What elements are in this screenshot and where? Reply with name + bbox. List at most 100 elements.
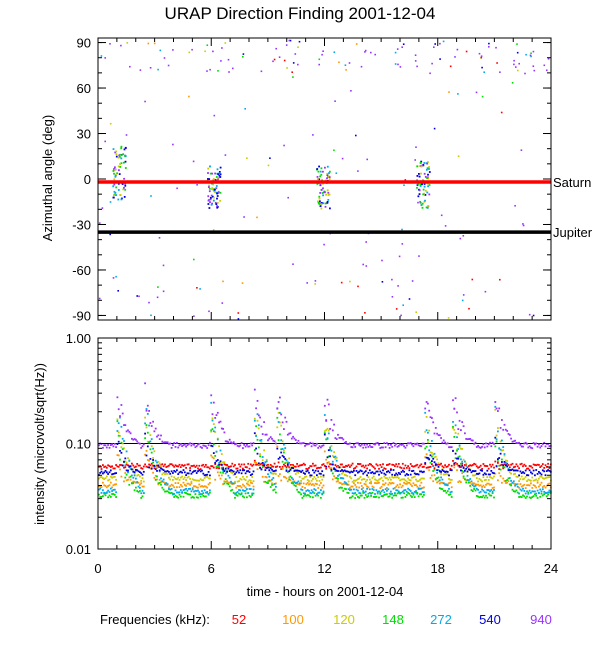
intensity-point <box>382 479 384 482</box>
intensity-point <box>366 467 368 470</box>
intensity-point <box>397 477 400 479</box>
azimuth-point <box>374 53 376 56</box>
intensity-point <box>314 444 317 447</box>
intensity-point <box>429 416 432 419</box>
intensity-point <box>415 473 417 476</box>
intensity-point <box>394 474 396 476</box>
intensity-point <box>275 473 277 475</box>
intensity-point <box>362 446 365 449</box>
intensity-point <box>337 433 339 436</box>
intensity-point <box>354 484 357 486</box>
intensity-point <box>351 495 354 498</box>
intensity-point <box>199 478 202 481</box>
intensity-point <box>301 489 304 491</box>
intensity-point <box>357 481 359 484</box>
intensity-point <box>119 415 121 417</box>
intensity-point <box>235 467 238 470</box>
intensity-point <box>478 472 481 475</box>
azimuth-point <box>109 43 111 45</box>
azimuth-point <box>439 58 441 60</box>
intensity-point <box>499 464 502 467</box>
intensity-point <box>320 475 322 478</box>
intensity-point <box>331 463 334 466</box>
azimuth-burst-point <box>217 173 220 176</box>
intensity-point <box>214 455 217 457</box>
intensity-point <box>392 464 395 466</box>
intensity-point <box>314 477 317 480</box>
intensity-point <box>320 446 322 449</box>
intensity-point <box>351 462 354 465</box>
intensity-point <box>104 444 107 447</box>
intensity-point <box>202 463 205 466</box>
intensity-point <box>322 476 325 478</box>
azimuth-point <box>275 47 277 50</box>
intensity-point <box>518 467 520 470</box>
intensity-point <box>519 488 522 491</box>
azimuth-burst-point <box>416 175 419 177</box>
intensity-point <box>234 482 236 484</box>
azimuth-burst-point <box>208 184 210 187</box>
azimuth-burst-point <box>326 177 328 180</box>
intensity-point <box>109 475 112 478</box>
azimuth-point <box>306 282 308 284</box>
intensity-point <box>400 444 403 446</box>
intensity-point <box>212 457 215 460</box>
intensity-point <box>427 458 429 460</box>
intensity-point <box>226 482 228 485</box>
azimuth-burst-point <box>427 205 429 208</box>
intensity-point <box>432 457 435 460</box>
azimuth-burst-point <box>324 191 327 194</box>
azimuth-point <box>408 298 411 300</box>
intensity-point <box>343 483 346 485</box>
azimuth-point <box>499 278 501 281</box>
intensity-point <box>294 485 297 487</box>
intensity-point <box>104 485 107 487</box>
series-540 <box>98 432 552 477</box>
intensity-point <box>280 451 283 454</box>
azimuth-burst-point <box>320 173 323 176</box>
intensity-point <box>215 465 218 468</box>
intensity-point <box>391 496 394 499</box>
intensity-point <box>436 472 438 474</box>
intensity-point <box>317 447 320 449</box>
intensity-point <box>358 443 361 446</box>
intensity-point <box>390 490 392 493</box>
intensity-point <box>531 472 534 475</box>
azimuth-point <box>101 207 104 209</box>
x-tick-label: 6 <box>208 561 215 576</box>
intensity-point <box>404 479 407 482</box>
intensity-point <box>279 456 281 459</box>
azimuth-point <box>172 49 174 51</box>
intensity-point <box>168 491 170 494</box>
intensity-point <box>223 461 226 464</box>
azimuth-point <box>297 63 299 66</box>
intensity-point <box>527 478 530 481</box>
intensity-point <box>452 399 454 402</box>
intensity-point <box>466 479 469 481</box>
azimuth-burst-point <box>120 162 123 165</box>
intensity-point <box>519 443 522 446</box>
intensity-point <box>124 464 127 467</box>
intensity-point <box>454 463 457 465</box>
azimuth-point <box>370 51 372 54</box>
azimuth-burst-point <box>419 183 422 186</box>
intensity-point <box>297 480 300 483</box>
intensity-point <box>541 469 544 472</box>
intensity-point <box>165 470 168 473</box>
intensity-point <box>473 470 475 473</box>
intensity-point <box>292 478 294 481</box>
intensity-point <box>249 442 252 445</box>
intensity-point <box>210 430 213 433</box>
intensity-point <box>403 467 405 470</box>
azimuth-point <box>188 95 190 98</box>
intensity-point <box>139 442 141 445</box>
intensity-point <box>236 467 239 470</box>
intensity-point <box>268 469 271 472</box>
intensity-point <box>419 484 421 487</box>
intensity-point <box>198 469 201 471</box>
intensity-point <box>383 483 386 486</box>
intensity-point <box>310 484 313 486</box>
azimuth-point <box>120 44 122 47</box>
intensity-point <box>376 464 379 467</box>
